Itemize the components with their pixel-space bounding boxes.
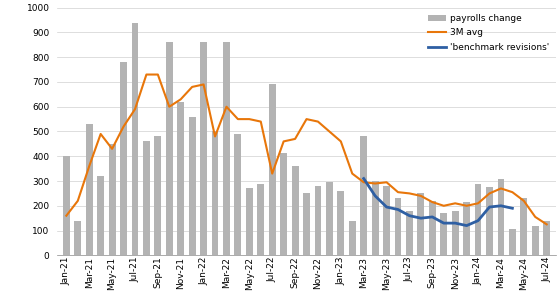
- Bar: [223, 42, 230, 255]
- Bar: [326, 182, 333, 255]
- Bar: [452, 211, 459, 255]
- Bar: [315, 186, 321, 255]
- Bar: [132, 23, 138, 255]
- Bar: [280, 153, 287, 255]
- Bar: [269, 84, 276, 255]
- Bar: [74, 221, 81, 255]
- Bar: [189, 117, 195, 255]
- Bar: [372, 181, 379, 255]
- Bar: [383, 186, 390, 255]
- Bar: [475, 183, 482, 255]
- Bar: [520, 198, 528, 255]
- Bar: [109, 144, 115, 255]
- Bar: [360, 136, 367, 255]
- Bar: [486, 187, 493, 255]
- Bar: [292, 166, 298, 255]
- Bar: [63, 156, 70, 255]
- Bar: [303, 193, 310, 255]
- Bar: [440, 213, 447, 255]
- Bar: [417, 193, 424, 255]
- Bar: [235, 134, 241, 255]
- Legend: payrolls change, 3M avg, 'benchmark revisions': payrolls change, 3M avg, 'benchmark revi…: [426, 12, 551, 54]
- Bar: [543, 221, 550, 255]
- Bar: [200, 42, 207, 255]
- Bar: [97, 176, 104, 255]
- Bar: [429, 201, 436, 255]
- Bar: [178, 102, 184, 255]
- Bar: [337, 191, 344, 255]
- Bar: [166, 42, 172, 255]
- Bar: [246, 188, 253, 255]
- Bar: [532, 225, 539, 255]
- Bar: [143, 141, 150, 255]
- Bar: [212, 131, 218, 255]
- Bar: [155, 136, 161, 255]
- Bar: [349, 221, 356, 255]
- Bar: [509, 229, 516, 255]
- Bar: [120, 62, 127, 255]
- Bar: [406, 211, 413, 255]
- Bar: [463, 202, 470, 255]
- Bar: [395, 198, 402, 255]
- Bar: [497, 178, 505, 255]
- Bar: [258, 183, 264, 255]
- Bar: [86, 124, 92, 255]
